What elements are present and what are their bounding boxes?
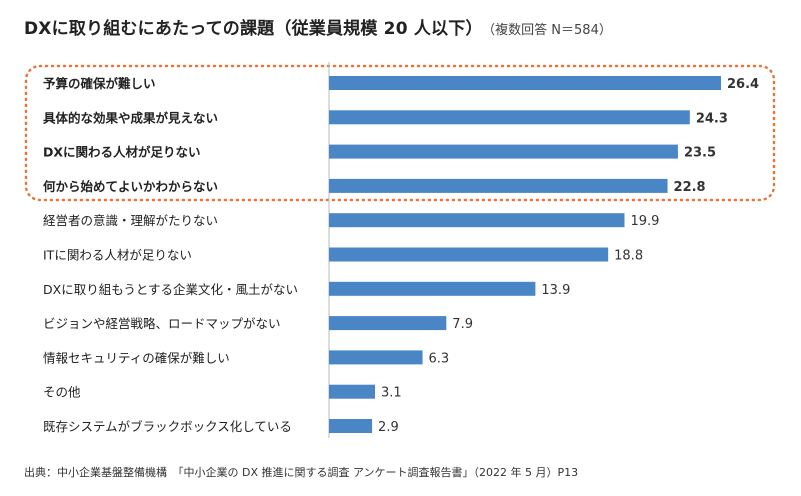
chart-subtitle: （複数回答 N＝584） <box>488 23 612 38</box>
data-label: 22.8 <box>674 180 706 195</box>
data-label: 24.3 <box>696 111 728 126</box>
bar <box>329 178 668 193</box>
bar <box>329 281 536 296</box>
category-label: 予算の確保が難しい <box>43 76 156 91</box>
category-label: DXに関わる人材が足りない <box>43 145 201 160</box>
data-label: 2.9 <box>378 420 399 435</box>
data-label: 23.5 <box>684 146 716 161</box>
category-label: 経営者の意識・理解がたりない <box>43 213 218 228</box>
chart-title-block: DXに取り組むにあたっての課題（従業員規模 20 人以下） （複数回答 N＝584… <box>24 14 612 39</box>
bar <box>329 76 721 90</box>
category-label: 情報セキュリティの確保が難しい <box>43 350 230 365</box>
data-label: 3.1 <box>381 386 402 401</box>
source-note: 出典：中小企業基盤整備機構 「中小企業の DX 推進に関する調査 アンケート調査… <box>24 466 579 479</box>
category-label: 既存システムがブラックボックス化している <box>43 419 292 434</box>
bar <box>329 384 376 399</box>
bar <box>329 419 373 433</box>
bar <box>329 247 609 262</box>
category-label: 具体的な効果や成果が見えない <box>42 110 218 125</box>
data-label: 19.9 <box>630 214 659 229</box>
category-label: その他 <box>43 385 81 400</box>
category-label: ITに関わる人材が足りない <box>43 248 192 263</box>
data-label: 7.9 <box>452 317 473 332</box>
bar <box>329 350 423 365</box>
data-label: 26.4 <box>727 77 759 92</box>
highlight-box <box>24 64 776 202</box>
bar <box>329 144 678 159</box>
category-label: 何から始めてよいかわからない <box>43 179 218 194</box>
category-label: DXに取り組もうとする企業文化・風土がない <box>43 282 298 297</box>
bar <box>329 316 447 331</box>
bar <box>329 213 625 228</box>
category-label: ビジョンや経営戦略、ロードマップがない <box>43 316 281 331</box>
chart-title: DXに取り組むにあたっての課題（従業員規模 20 人以下） <box>24 19 483 39</box>
data-label: 18.8 <box>614 249 643 264</box>
data-label: 13.9 <box>541 283 570 298</box>
data-label: 6.3 <box>429 351 450 366</box>
bar <box>329 110 690 125</box>
